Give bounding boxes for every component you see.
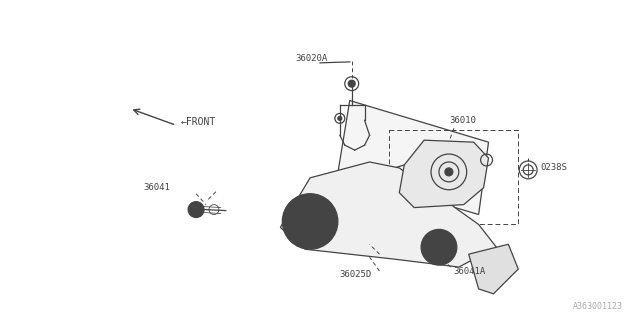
Circle shape — [348, 80, 355, 87]
Polygon shape — [338, 100, 488, 214]
Text: 36041: 36041 — [143, 183, 170, 192]
Text: 0238S: 0238S — [540, 164, 567, 172]
Circle shape — [421, 229, 457, 265]
Circle shape — [445, 168, 453, 176]
Polygon shape — [280, 162, 497, 267]
Text: ←FRONT: ←FRONT — [181, 117, 216, 127]
Text: 36020A: 36020A — [295, 54, 328, 63]
Text: 36025D: 36025D — [340, 269, 372, 278]
Circle shape — [282, 194, 338, 249]
Circle shape — [338, 116, 342, 120]
Text: 36041A: 36041A — [454, 267, 486, 276]
Text: 36010: 36010 — [449, 116, 476, 125]
Polygon shape — [468, 244, 518, 294]
Polygon shape — [399, 140, 488, 208]
Circle shape — [188, 202, 204, 218]
Text: A363001123: A363001123 — [572, 302, 622, 311]
